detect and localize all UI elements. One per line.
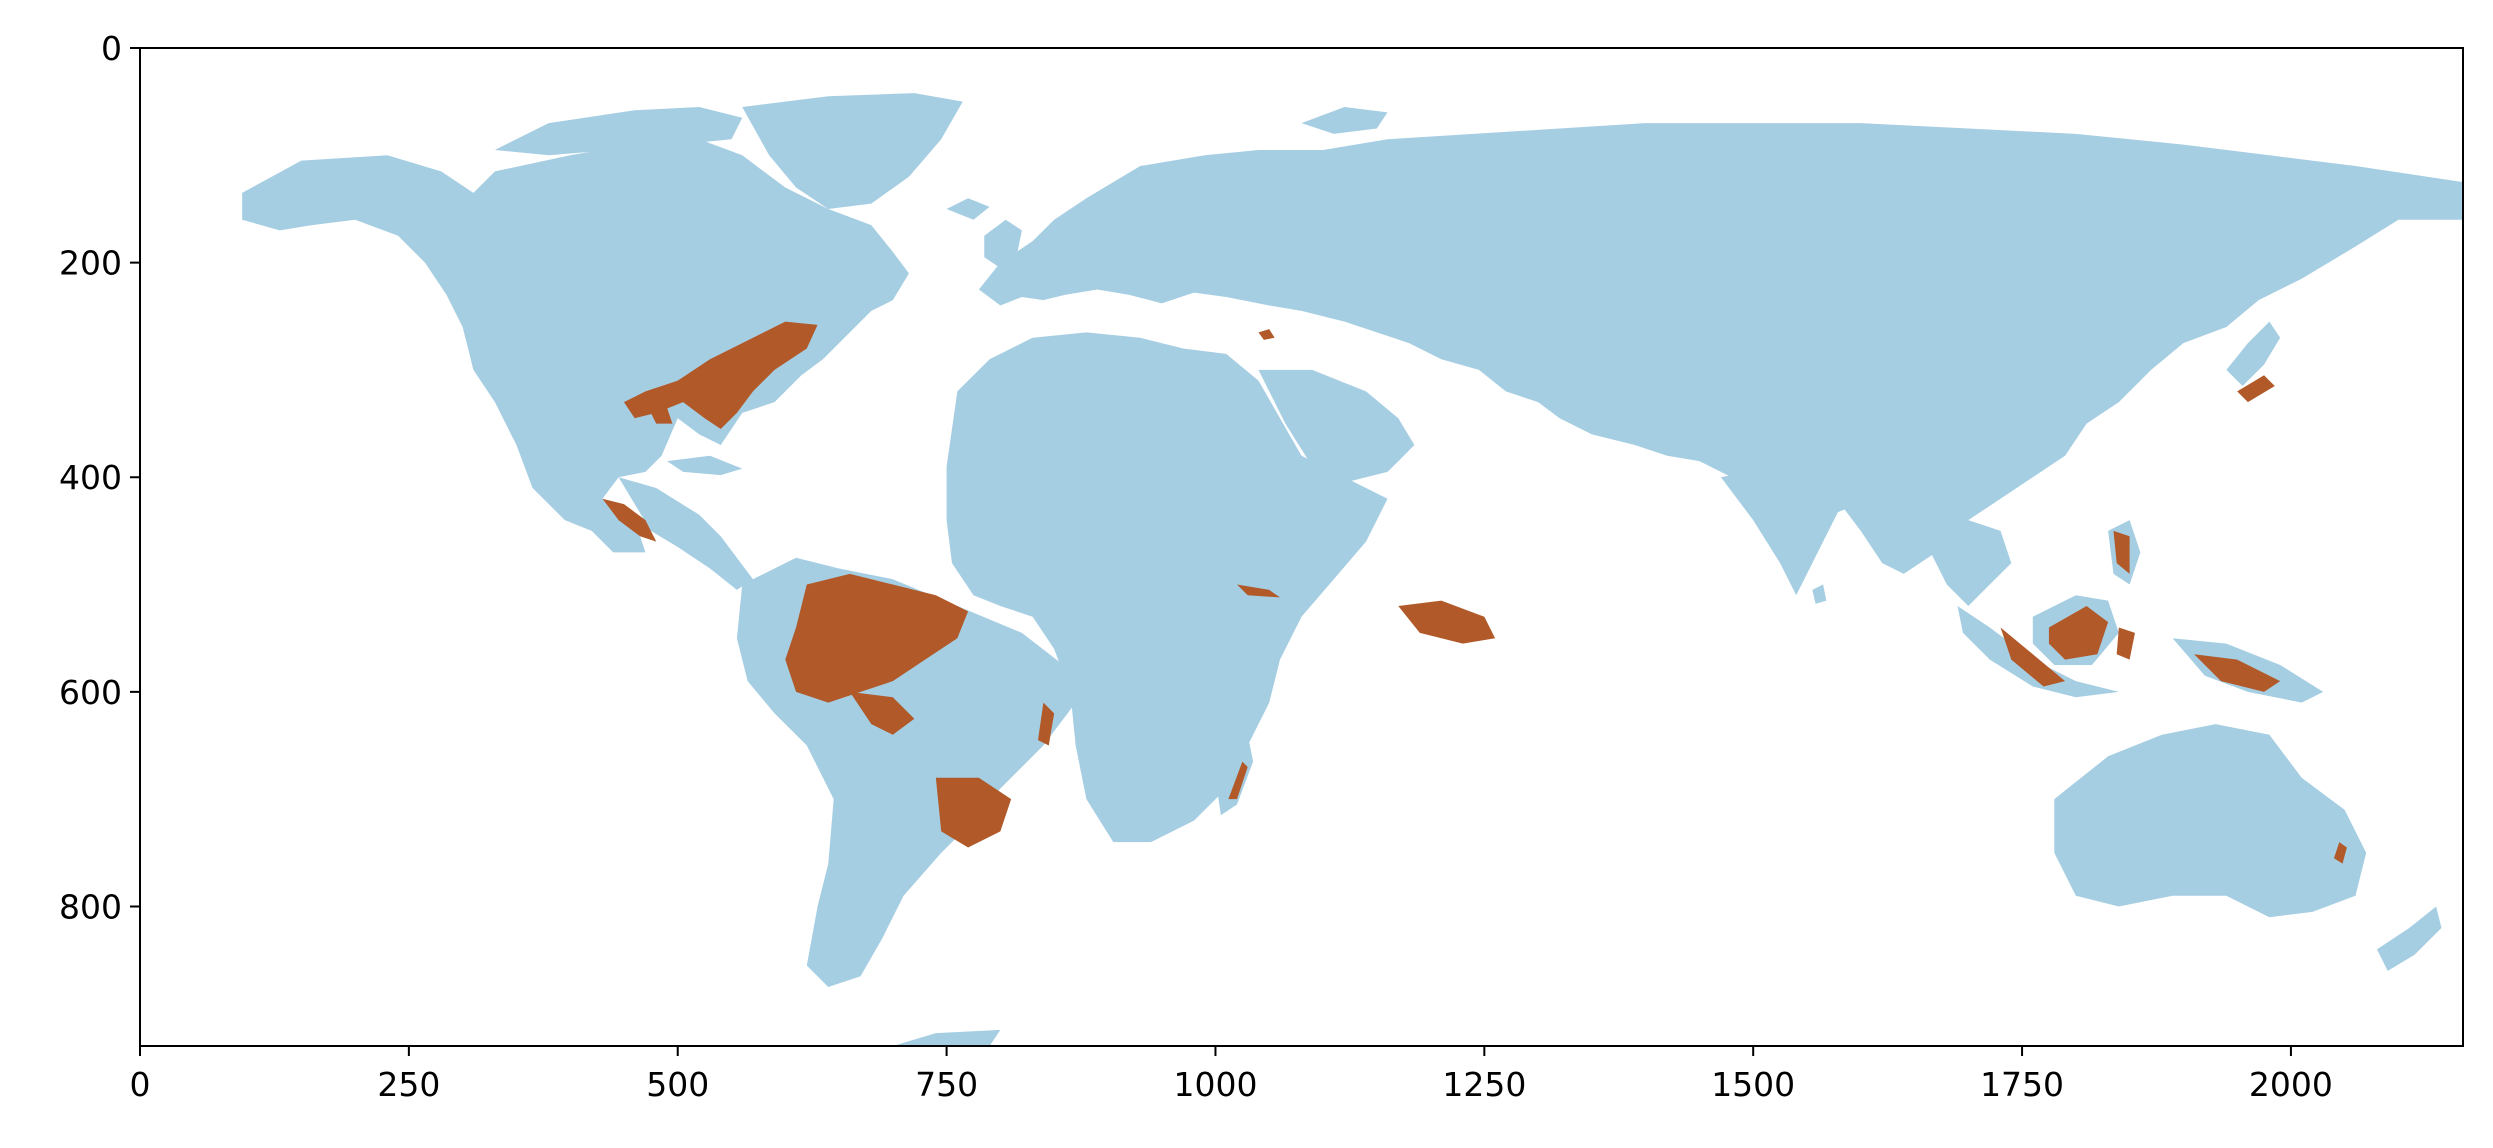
land-new-zealand	[2376, 906, 2442, 971]
x-tick-label: 2000	[2249, 1065, 2333, 1104]
highlight-sumatra	[2000, 627, 2066, 687]
x-tick-label: 750	[915, 1065, 978, 1104]
highlight-eastern-us	[623, 321, 818, 429]
land-japan	[2226, 321, 2281, 387]
highlight-australia-coast	[2333, 842, 2347, 864]
highlight-madagascar	[1228, 761, 1248, 800]
land-british-isles	[984, 219, 1022, 268]
highlight-amazon	[785, 573, 969, 703]
land-iceland	[946, 198, 990, 220]
x-tick-label: 1250	[1442, 1065, 1526, 1104]
highlight-congo	[1398, 600, 1496, 644]
land-hudson-bay-fill	[623, 198, 764, 263]
highlight-japan	[2237, 375, 2275, 403]
land-sri-lanka	[1812, 584, 1827, 604]
map-layer	[242, 93, 2463, 1046]
highlight-southern-brazil	[935, 777, 1012, 848]
land-australia	[2054, 724, 2367, 918]
highlight-borneo	[2048, 606, 2109, 660]
x-tick-label: 1000	[1173, 1065, 1257, 1104]
y-tick-label: 800	[59, 887, 122, 926]
land-antarctic-tip	[892, 1029, 1001, 1046]
highlight-philippines	[2113, 530, 2130, 574]
plot-frame	[139, 47, 2464, 1047]
x-tick-label: 1500	[1711, 1065, 1795, 1104]
highlight-west-africa	[1236, 584, 1280, 598]
y-tick-label: 600	[59, 673, 122, 712]
highlight-sulawesi	[2116, 627, 2135, 660]
x-tick-label: 1750	[1980, 1065, 2064, 1104]
land-greenland	[742, 93, 963, 209]
x-tick-label: 0	[130, 1065, 151, 1104]
highlight-layer	[602, 321, 2347, 864]
land-europe-asia	[978, 123, 2463, 574]
y-tick-label: 400	[59, 458, 122, 497]
land-cuba	[666, 455, 743, 476]
land-india	[1720, 466, 1840, 596]
land-central-america	[618, 477, 754, 590]
land-madagascar	[1215, 734, 1254, 816]
highlight-gulf-coast	[645, 402, 673, 424]
x-tick-label: 250	[377, 1065, 440, 1104]
y-tick-label: 200	[59, 244, 122, 283]
y-axis: 0 200 400 600 800	[59, 29, 140, 926]
land-arabia	[1258, 369, 1415, 483]
land-scandinavia	[1107, 171, 1216, 258]
highlight-brazil-coast	[1038, 702, 1055, 746]
land-arctic-islands	[494, 107, 743, 156]
y-tick-label: 0	[101, 29, 122, 68]
highlight-europe-bits	[1258, 329, 1275, 340]
land-svalbard-novaya	[1301, 107, 1388, 134]
x-axis: 0 250 500 750 1000 1250 1500 1750 2000	[130, 1046, 2333, 1104]
highlight-central-america	[602, 498, 657, 542]
land-africa	[946, 332, 1388, 843]
highlight-amazon-south	[849, 691, 915, 735]
x-tick-label: 500	[646, 1065, 709, 1104]
highlight-new-guinea	[2194, 654, 2281, 692]
